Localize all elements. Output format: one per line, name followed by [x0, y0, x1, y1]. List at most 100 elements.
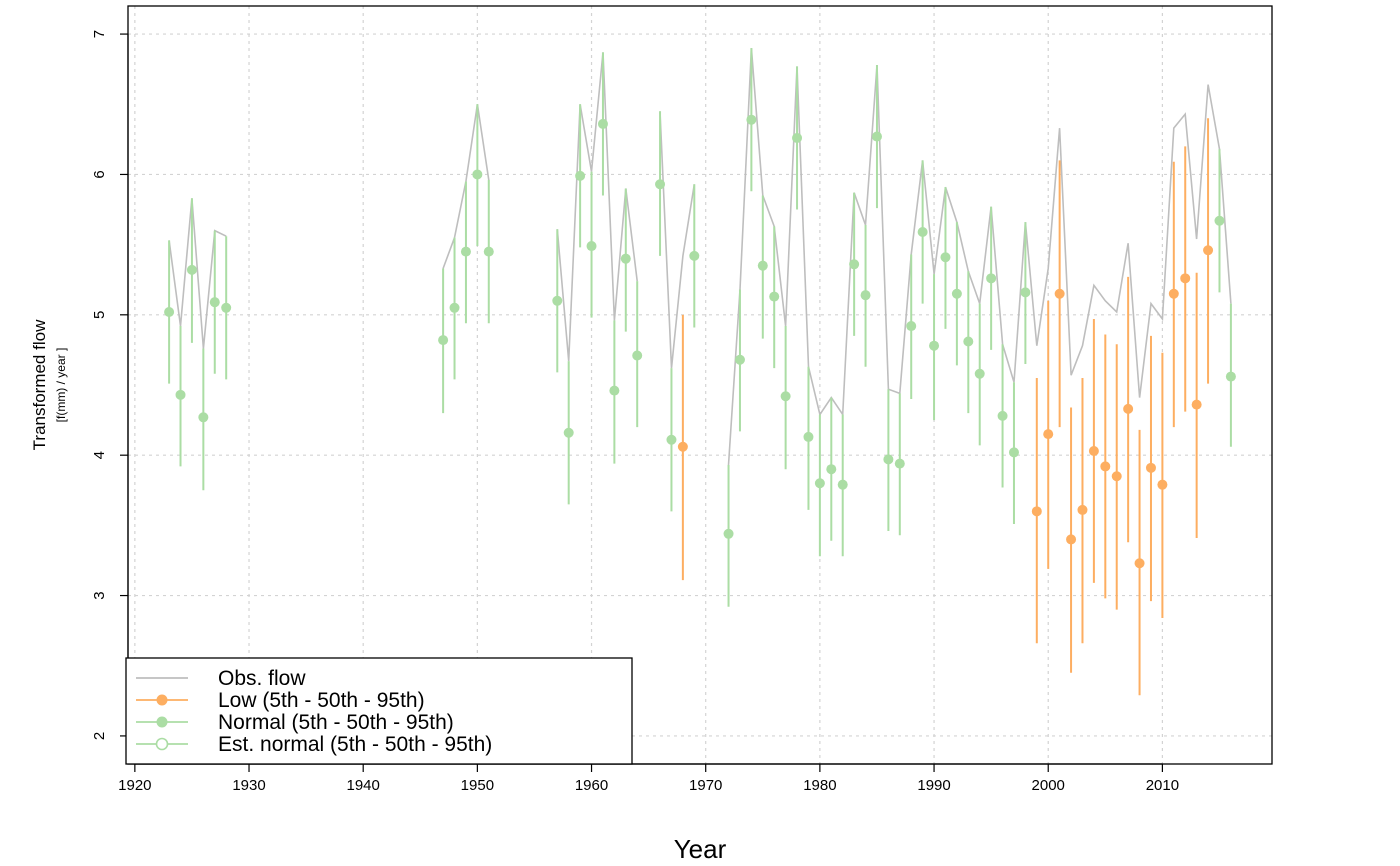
median-point — [929, 340, 940, 351]
y-tick-label: 2 — [91, 732, 108, 740]
median-point — [1020, 287, 1031, 298]
median-point — [1066, 534, 1077, 545]
x-axis-label: Year — [674, 834, 727, 864]
median-point — [209, 297, 220, 308]
median-point — [951, 288, 962, 299]
median-point — [1031, 506, 1042, 517]
y-tick-label: 7 — [91, 30, 108, 38]
median-point — [986, 273, 997, 284]
median-point — [746, 114, 757, 125]
y-tick-label: 6 — [91, 170, 108, 178]
legend-label: Low (5th - 50th - 95th) — [218, 689, 425, 712]
median-point — [666, 434, 677, 445]
legend-box — [125, 657, 633, 765]
median-point — [1168, 288, 1179, 299]
x-tick-label: 2000 — [1032, 777, 1065, 794]
median-point — [906, 321, 917, 332]
median-point — [849, 259, 860, 270]
median-point — [438, 335, 449, 346]
x-tick-label: 1920 — [118, 777, 151, 794]
median-point — [186, 264, 197, 275]
median-point — [677, 441, 688, 452]
legend-label: Obs. flow — [218, 667, 306, 690]
obs-flow-line — [168, 198, 227, 349]
median-point — [826, 464, 837, 475]
median-point — [860, 290, 871, 301]
median-point — [483, 246, 494, 257]
x-tick-label: 1970 — [689, 777, 722, 794]
x-tick-label: 1940 — [347, 777, 380, 794]
legend-swatch-point — [156, 694, 168, 706]
median-point — [460, 246, 471, 257]
median-point — [472, 169, 483, 180]
median-point — [198, 412, 209, 423]
x-tick-label: 2010 — [1146, 777, 1179, 794]
median-point — [837, 479, 848, 490]
median-point — [575, 170, 586, 181]
median-point — [792, 132, 803, 143]
x-tick-label: 1960 — [575, 777, 608, 794]
median-point — [769, 291, 780, 302]
x-tick-label: 1930 — [232, 777, 265, 794]
y-tick-label: 3 — [91, 591, 108, 599]
median-point — [1123, 403, 1134, 414]
y-axis-label: Transformed flow — [30, 319, 49, 450]
median-points — [164, 114, 1236, 569]
median-point — [1145, 462, 1156, 473]
median-point — [1214, 215, 1225, 226]
median-point — [1180, 273, 1191, 284]
legend-label: Normal (5th - 50th - 95th) — [218, 711, 454, 734]
median-point — [1111, 471, 1122, 482]
median-point — [1134, 558, 1145, 569]
x-tick-label: 1990 — [917, 777, 950, 794]
median-point — [871, 131, 882, 142]
median-point — [164, 307, 175, 318]
median-point — [689, 250, 700, 261]
median-point — [563, 427, 574, 438]
median-point — [597, 118, 608, 129]
median-point — [552, 295, 563, 306]
obs-flow-series — [168, 48, 1232, 466]
median-point — [974, 368, 985, 379]
legend-swatch-point — [156, 716, 168, 728]
median-point — [894, 458, 905, 469]
x-tick-label: 1950 — [461, 777, 494, 794]
grid — [128, 6, 1272, 764]
median-point — [917, 226, 928, 237]
median-point — [632, 350, 643, 361]
median-point — [1043, 429, 1054, 440]
legend-swatch-open-point — [155, 737, 169, 751]
median-point — [655, 179, 666, 190]
x-axis: 1920 1930 1940 1950 1960 1970 1980 1990 2000 2010 — [118, 763, 1179, 794]
median-point — [609, 385, 620, 396]
x-tick-label: 1980 — [803, 777, 836, 794]
median-point — [586, 241, 597, 252]
median-point — [1008, 447, 1019, 458]
obs-flow-line — [659, 111, 696, 369]
median-point — [1054, 288, 1065, 299]
median-point — [757, 260, 768, 271]
median-point — [883, 454, 894, 465]
median-point — [1191, 399, 1202, 410]
median-point — [620, 253, 631, 264]
median-point — [1225, 371, 1236, 382]
median-point — [221, 302, 232, 313]
y-tick-label: 4 — [91, 451, 108, 459]
median-point — [1088, 445, 1099, 456]
median-point — [940, 252, 951, 263]
median-point — [997, 410, 1008, 421]
obs-flow-line — [556, 52, 638, 362]
median-point — [449, 302, 460, 313]
y-axis-sublabel: [f(mm) / year ] — [54, 348, 68, 423]
median-point — [1203, 245, 1214, 256]
median-point — [963, 336, 974, 347]
median-point — [723, 528, 734, 539]
y-tick-label: 5 — [91, 311, 108, 319]
y-axis: 2 3 4 5 6 7 — [91, 30, 129, 740]
median-point — [175, 389, 186, 400]
median-point — [1157, 479, 1168, 490]
median-point — [780, 391, 791, 402]
legend-label: Est. normal (5th - 50th - 95th) — [218, 733, 492, 756]
